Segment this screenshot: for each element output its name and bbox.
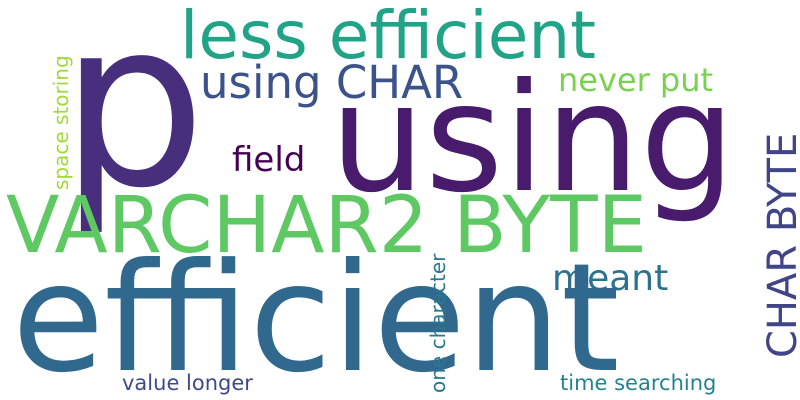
- word-meant: meant: [552, 258, 668, 299]
- word-value-longer: value longer: [122, 371, 253, 395]
- word-one-character: one character: [426, 253, 450, 393]
- word-space-storing: space storing: [49, 55, 73, 190]
- word-efficient: efficient: [12, 232, 620, 400]
- word-using: using: [330, 52, 735, 226]
- word-less-efficient: less efficient: [180, 0, 596, 74]
- word-p: p: [60, 0, 206, 239]
- word-varchar2-byte: VARCHAR2 BYTE: [6, 181, 647, 271]
- word-using-char: using CHAR: [200, 56, 463, 109]
- word-char-byte: CHAR BYTE: [760, 133, 800, 358]
- word-never-put: never put: [558, 61, 713, 99]
- word-time-searching: time searching: [560, 371, 716, 395]
- word-field: field: [232, 140, 305, 180]
